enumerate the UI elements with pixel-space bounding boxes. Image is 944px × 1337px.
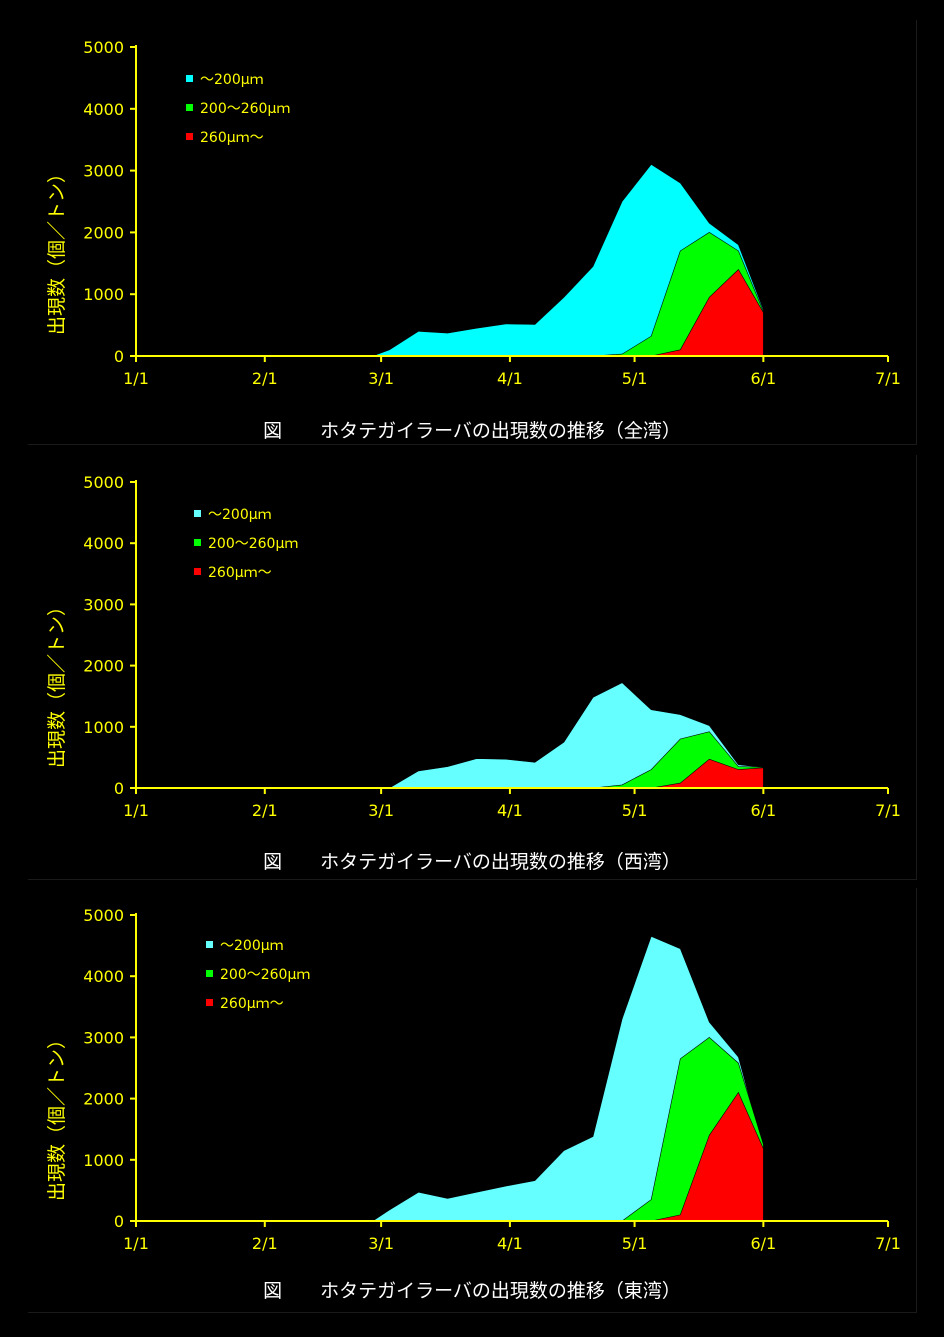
y-tick-label: 4000 — [83, 100, 124, 119]
x-tick-label: 1/1 — [123, 801, 149, 820]
x-tick-label: 2/1 — [252, 1234, 278, 1253]
x-tick-label: 5/1 — [622, 1234, 648, 1253]
legend-swatch-1 — [206, 970, 213, 977]
legend-label-1: 200～260μｍ — [220, 967, 310, 983]
y-tick-label: 2000 — [83, 223, 124, 242]
x-tick-label: 1/1 — [123, 1234, 149, 1253]
y-tick-label: 5000 — [83, 38, 124, 57]
x-tick-label: 4/1 — [497, 1234, 523, 1253]
legend-label-2: 260μｍ～ — [208, 565, 272, 581]
chart-caption: 図 ホタテガイラーバの出現数の推移（東湾） — [263, 1280, 681, 1302]
legend-swatch-1 — [194, 539, 201, 546]
y-tick-label: 2000 — [83, 1090, 124, 1109]
x-tick-label: 2/1 — [252, 369, 278, 388]
chart-panel-west-bay: 0 1000 2000 3000 4000 5000 1/1 2/1 3/1 4/1 5/1 6/1 7… — [28, 455, 917, 880]
x-tick-label: 2/1 — [252, 801, 278, 820]
chart-svg: 0 1000 2000 3000 4000 5000 1/1 2/1 3/1 4/1 5/1 6/1 7… — [83, 473, 901, 820]
legend-swatch-1 — [186, 104, 193, 111]
legend-label-0: ～200μｍ — [200, 72, 264, 88]
legend-swatch-2 — [206, 999, 213, 1006]
legend-swatch-0 — [194, 510, 201, 517]
y-tick-label: 1000 — [83, 1151, 124, 1170]
legend-swatch-2 — [186, 133, 193, 140]
y-tick-label: 4000 — [83, 534, 124, 553]
chart-caption: 図 ホタテガイラーバの出現数の推移（西湾） — [263, 851, 681, 873]
x-tick-label: 5/1 — [622, 801, 648, 820]
x-tick-label: 3/1 — [368, 369, 394, 388]
y-tick-label: 3000 — [83, 1028, 124, 1047]
y-tick-label: 3000 — [83, 595, 124, 614]
y-tick-label: 4000 — [83, 967, 124, 986]
legend-swatch-2 — [194, 568, 201, 575]
x-tick-label: 7/1 — [875, 801, 901, 820]
y-tick-label: 1000 — [83, 285, 124, 304]
x-tick-label: 1/1 — [123, 369, 149, 388]
x-tick-label: 7/1 — [875, 1234, 901, 1253]
legend-swatch-0 — [206, 941, 213, 948]
x-tick-label: 4/1 — [497, 369, 523, 388]
y-tick-label: 5000 — [83, 906, 124, 925]
y-tick-label: 5000 — [83, 473, 124, 492]
x-tick-label: 6/1 — [750, 1234, 776, 1253]
y-tick-label: 1000 — [83, 718, 124, 737]
y-tick-label: 3000 — [83, 162, 124, 181]
x-tick-label: 4/1 — [497, 801, 523, 820]
y-tick-label: 2000 — [83, 657, 124, 676]
x-tick-label: 7/1 — [875, 369, 901, 388]
chart-svg: 0 1000 2000 3000 4000 5000 1/1 2/1 3/1 4/1 5/1 6/1 7… — [83, 906, 901, 1253]
legend-label-0: ～200μｍ — [220, 938, 284, 954]
x-tick-label: 5/1 — [622, 369, 648, 388]
legend-label-1: 200～260μｍ — [208, 536, 298, 552]
x-tick-label: 3/1 — [368, 1234, 394, 1253]
chart-svg: 0 1000 2000 3000 4000 5000 1/1 2/1 3/1 4/1 5/1 6/1 7… — [83, 38, 901, 388]
x-tick-label: 6/1 — [750, 369, 776, 388]
y-axis-label: 出現数（個／トン） — [46, 596, 68, 768]
y-axis-label: 出現数（個／トン） — [46, 163, 68, 335]
legend-label-2: 260μｍ～ — [200, 130, 264, 146]
x-tick-label: 6/1 — [750, 801, 776, 820]
legend-label-1: 200～260μｍ — [200, 101, 290, 117]
y-tick-label: 0 — [114, 1212, 124, 1231]
legend-swatch-0 — [186, 75, 193, 82]
chart-panel-east-bay: 0 1000 2000 3000 4000 5000 1/1 2/1 3/1 4/1 5/1 6/1 7… — [28, 888, 917, 1313]
y-tick-label: 0 — [114, 779, 124, 798]
chart-panel-all-bay: 0 1000 2000 3000 4000 5000 1/1 2/1 3/1 4/1 5/1 6/1 7… — [28, 20, 917, 445]
y-tick-label: 0 — [114, 347, 124, 366]
y-axis-label: 出現数（個／トン） — [46, 1029, 68, 1201]
x-tick-label: 3/1 — [368, 801, 394, 820]
legend-label-2: 260μｍ～ — [220, 996, 284, 1012]
chart-caption: 図 ホタテガイラーバの出現数の推移（全湾） — [263, 420, 681, 442]
legend-label-0: ～200μｍ — [208, 507, 272, 523]
